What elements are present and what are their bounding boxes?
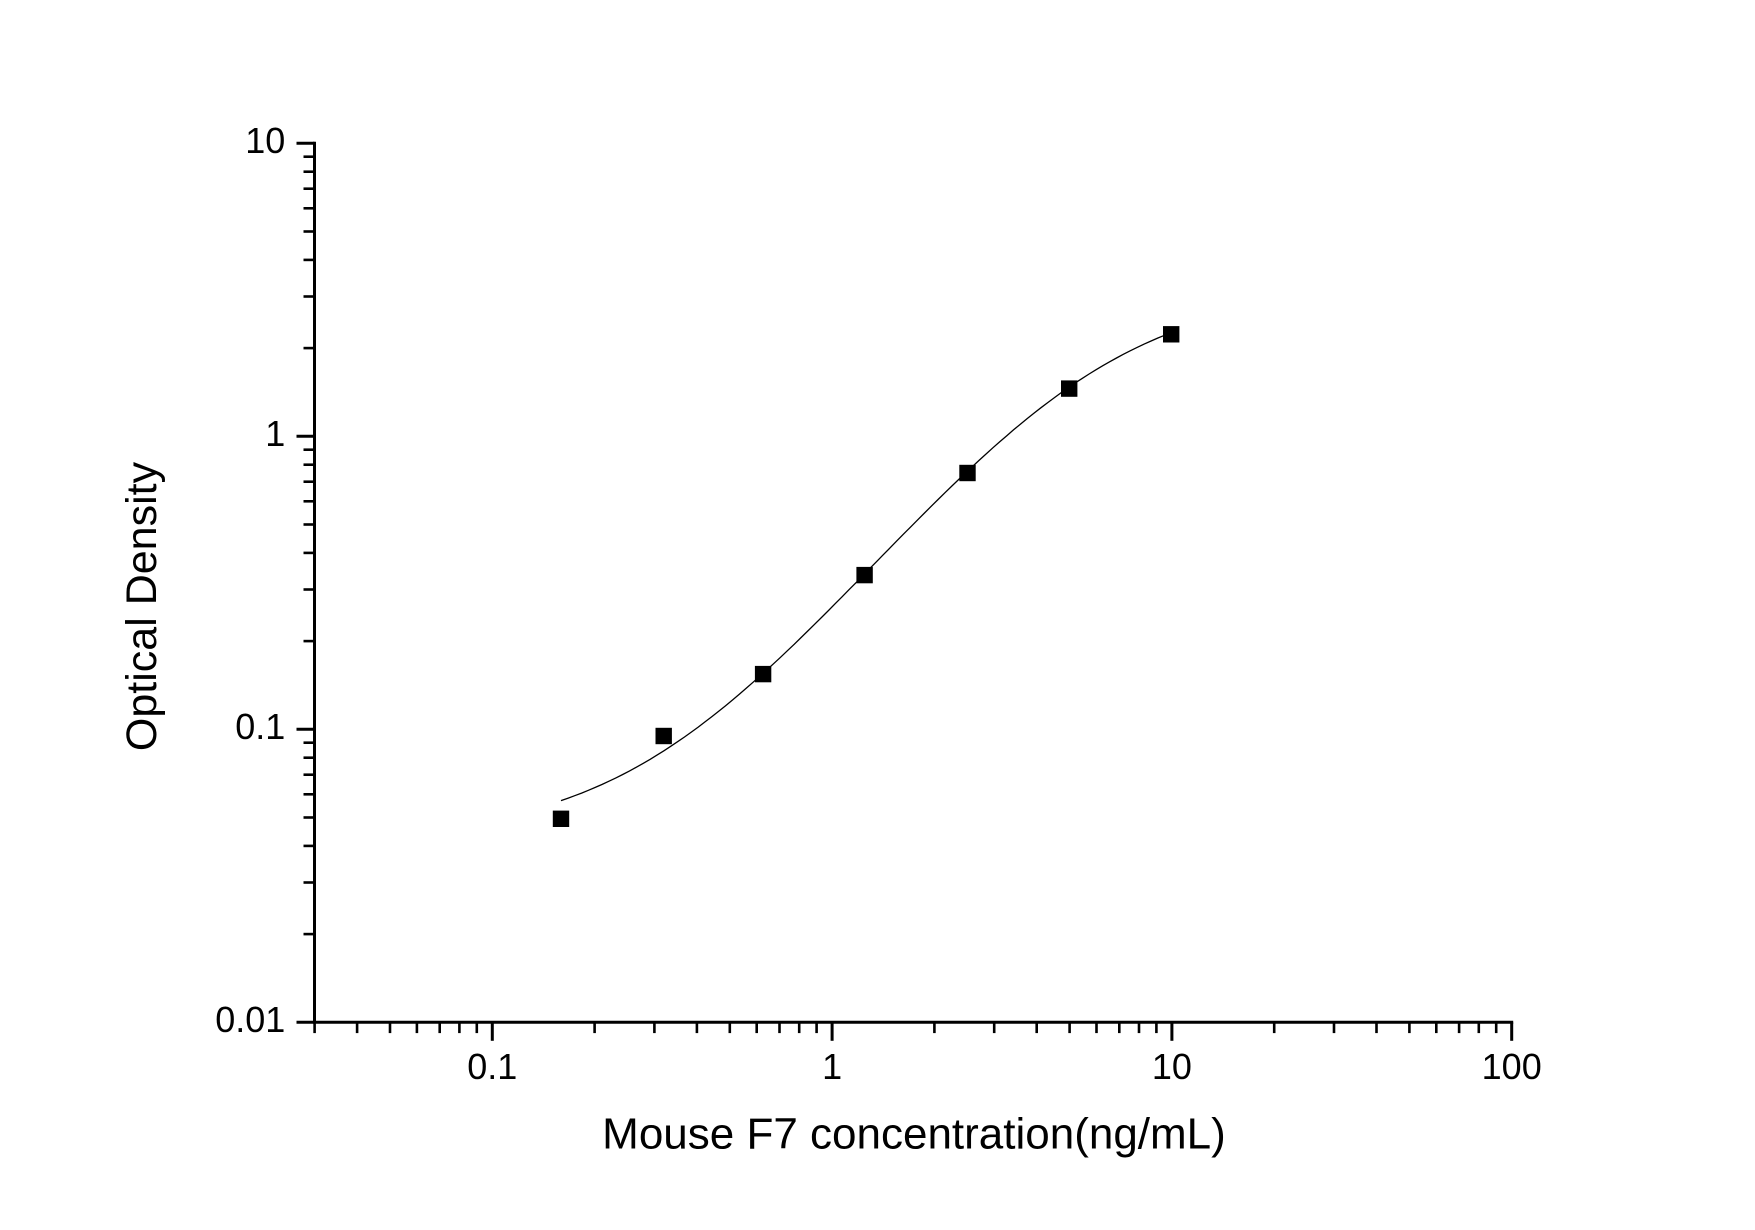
svg-text:0.01: 0.01 bbox=[215, 999, 285, 1040]
svg-text:Optical Density: Optical Density bbox=[118, 461, 166, 751]
svg-text:0.1: 0.1 bbox=[467, 1046, 517, 1087]
svg-text:Mouse F7 concentration(ng/mL): Mouse F7 concentration(ng/mL) bbox=[602, 1110, 1226, 1159]
svg-text:1: 1 bbox=[822, 1046, 842, 1087]
svg-text:1: 1 bbox=[265, 413, 285, 454]
svg-text:10: 10 bbox=[245, 120, 285, 161]
svg-text:0.1: 0.1 bbox=[235, 706, 285, 747]
svg-text:10: 10 bbox=[1152, 1046, 1192, 1087]
svg-text:100: 100 bbox=[1482, 1046, 1542, 1087]
